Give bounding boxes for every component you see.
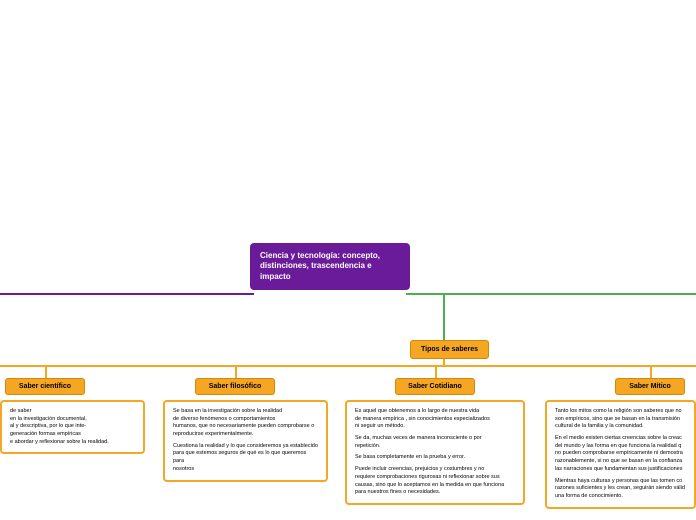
desc-filosofico: Se basa en la investigación sobre la rea… [163,400,328,482]
branch-mitico: Saber Mítico [615,378,685,395]
branch-cotidiano: Saber Cotidiano [395,378,475,395]
branch-cientifico: Saber científico [5,378,85,395]
connector-cat-down [443,293,445,340]
connector-drop-0 [45,365,47,378]
connector-root-left [0,293,254,295]
root-node: Ciencia y tecnología: concepto, distinci… [250,243,410,290]
desc-cotidiano: Es aquel que obtenemos a lo largo de nue… [345,400,525,505]
connector-drop-2 [435,365,437,378]
category-tipos-saberes: Tipos de saberes [410,340,489,359]
desc-mitico: Tanto los mitos como la religión son sab… [545,400,696,509]
connector-drop-3 [650,365,652,378]
connector-root-right [406,293,696,295]
connector-branch-h [0,365,696,367]
connector-drop-1 [235,365,237,378]
desc-cientifico: de saberen la investigación documental,a… [0,400,145,454]
branch-filosofico: Saber filosófico [195,378,275,395]
